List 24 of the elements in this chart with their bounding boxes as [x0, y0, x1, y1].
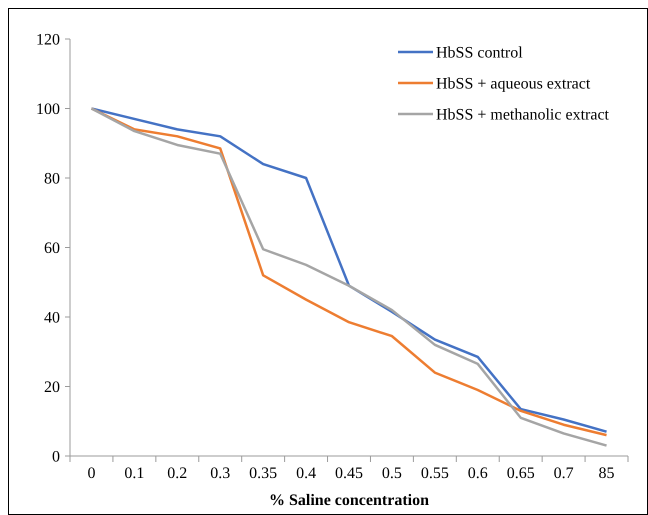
y-tick-label: 40 [44, 310, 60, 327]
x-tick-label: 0.7 [554, 465, 574, 482]
y-tick-label: 60 [44, 240, 60, 258]
legend-label: HbSS + methanolic extract [436, 106, 610, 124]
y-tick-label: 20 [44, 379, 60, 396]
x-tick-label: 0.45 [335, 465, 363, 482]
x-tick-label: 0.55 [420, 465, 449, 482]
y-tick-label: 100 [36, 101, 60, 118]
x-tick-label: 0.35 [249, 465, 278, 482]
legend-label: HbSS control [436, 44, 524, 62]
x-tick-label: 0.65 [506, 465, 535, 482]
y-tick-label: 0 [52, 448, 60, 466]
y-tick-label: 120 [36, 32, 60, 49]
legend-label: HbSS + aqueous extract [436, 76, 591, 93]
x-tick-label: 0.5 [382, 465, 402, 482]
x-axis-title: % Saline concentration [269, 492, 430, 509]
x-tick-label: 0.1 [124, 465, 144, 482]
y-tick-label: 80 [44, 170, 60, 188]
x-tick-label: 0 [87, 465, 96, 482]
x-tick-label: 0.4 [296, 465, 316, 482]
x-tick-label: 0.2 [167, 465, 188, 482]
x-tick-label: 0.3 [210, 465, 230, 482]
x-tick-label: 85 [598, 465, 615, 482]
x-tick-label: 0.6 [468, 465, 488, 482]
